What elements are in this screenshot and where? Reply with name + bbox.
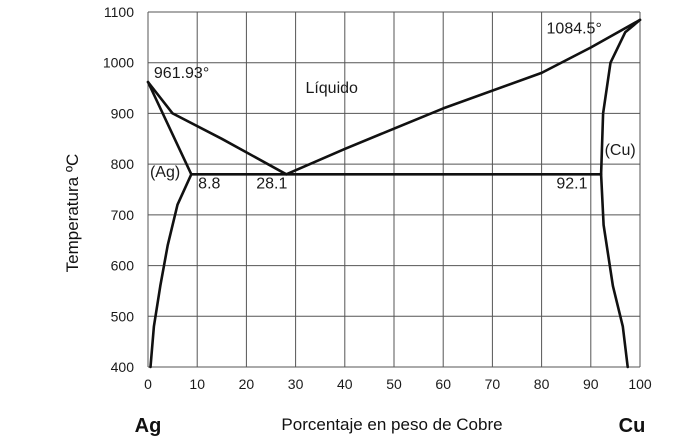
x-tick-label: 50 (386, 376, 402, 392)
liquidus-ag-curve (146, 80, 288, 176)
annotation-label: Líquido (305, 80, 358, 97)
y-tick-label: 700 (111, 207, 135, 223)
annotation-label: 1084.5° (547, 20, 602, 37)
y-tick-label: 1000 (103, 55, 134, 71)
solvus-ag-curve (149, 173, 193, 369)
x-tick-label: 90 (583, 376, 599, 392)
y-tick-label: 1100 (104, 4, 134, 20)
x-tick-label: 100 (628, 376, 652, 392)
phase-boundary-curves (146, 18, 642, 369)
solvus-cu-curve (599, 173, 630, 369)
y-tick-label: 800 (111, 156, 135, 172)
annotation-label: (Ag) (150, 164, 180, 181)
y-axis-label: Temperatura ºC (63, 154, 82, 273)
solidus-ag-curve (146, 80, 193, 176)
x-tick-label: 40 (337, 376, 353, 392)
x-tick-label: 10 (189, 376, 205, 392)
solidus-cu-curve (599, 18, 642, 176)
tick-labels: 0 10 20 30 40 50 60 70 80 90 100 400 500 600 700 800 900… (103, 4, 652, 392)
annotation-label: 8.8 (198, 175, 220, 192)
x-tick-label: 20 (239, 376, 255, 392)
y-tick-label: 500 (111, 308, 135, 324)
x-tick-label: 70 (485, 376, 501, 392)
annotation-label: (Cu) (605, 142, 636, 159)
grid (147, 11, 641, 368)
y-tick-label: 900 (111, 105, 135, 121)
annotation-label: 961.93° (154, 65, 209, 82)
x-tick-label: 60 (435, 376, 451, 392)
annotation-label: 28.1 (256, 175, 287, 192)
end-label-left: Ag (135, 415, 162, 437)
x-tick-label: 80 (534, 376, 550, 392)
x-tick-label: 30 (288, 376, 304, 392)
y-tick-label: 600 (111, 258, 135, 274)
annotation-label: 92.1 (556, 175, 587, 192)
y-tick-label: 400 (111, 359, 135, 375)
annotations: 961.93° 1084.5° Líquido (Ag) 8.8 28.1 92.1 (Cu) (150, 20, 636, 192)
end-label-right: Cu (619, 415, 646, 437)
x-axis-label: Porcentaje en peso de Cobre (281, 415, 502, 434)
x-tick-label: 0 (144, 376, 152, 392)
liquidus-cu-curve (284, 18, 642, 176)
